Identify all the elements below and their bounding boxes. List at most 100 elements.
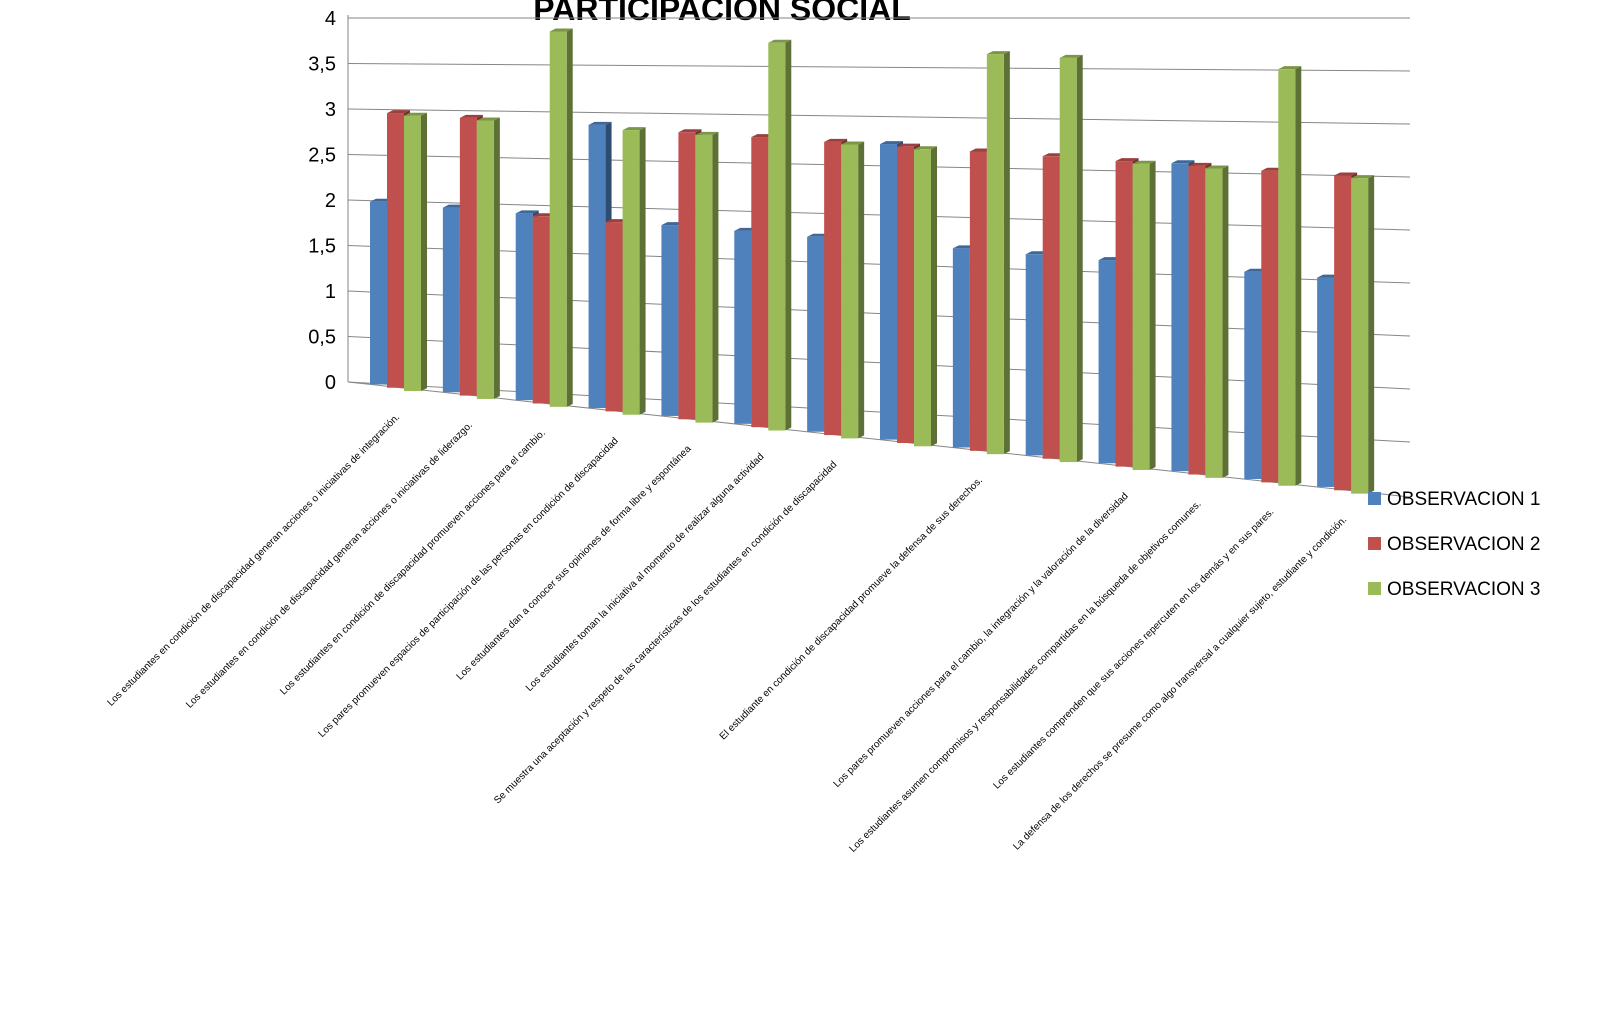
bar	[1115, 161, 1133, 467]
bar-top	[549, 28, 573, 32]
bar-side	[1076, 54, 1083, 463]
bar	[442, 207, 460, 393]
bar	[986, 54, 1004, 455]
bar-top	[695, 131, 719, 135]
bar	[952, 248, 970, 448]
bar	[532, 216, 550, 404]
bar-top	[1205, 165, 1229, 169]
bar-top	[824, 138, 848, 142]
x-tick-label: Los estudiantes en condición de discapac…	[105, 412, 402, 709]
bar	[695, 134, 713, 423]
bar	[1098, 260, 1116, 464]
bar	[1317, 277, 1335, 487]
bar-top	[1059, 54, 1083, 58]
x-tick-label: Los pares promueven acciones para el cam…	[832, 491, 1131, 790]
bar	[549, 31, 567, 407]
x-tick-label: El estudiante en condición de discapacid…	[718, 475, 985, 742]
bar-3d	[476, 117, 500, 399]
bar-side	[712, 131, 719, 423]
bar-side	[1368, 175, 1375, 494]
legend-label: OBSERVACION 2	[1387, 534, 1540, 555]
bar-top	[1351, 175, 1375, 179]
y-tick-label: 1	[325, 281, 336, 303]
bar-3d	[768, 39, 792, 431]
bar	[1334, 175, 1352, 491]
bar-side	[785, 39, 792, 431]
bar-top	[880, 141, 903, 145]
bar-3d	[914, 146, 937, 447]
bar-side	[858, 141, 865, 439]
bar-top	[1171, 160, 1195, 164]
bar	[751, 137, 769, 428]
bar	[969, 151, 987, 451]
bar-3d	[1278, 66, 1302, 486]
floor-edge	[347, 381, 1411, 498]
legend-swatch	[1368, 492, 1381, 505]
bar	[807, 236, 825, 432]
grid-line	[347, 108, 1411, 125]
bar-top	[588, 121, 612, 125]
y-tick-label: 1,5	[308, 236, 336, 258]
bar	[370, 201, 387, 385]
bar	[459, 117, 477, 396]
bar	[841, 144, 859, 439]
y-tick-label: 4	[325, 8, 336, 30]
bar-3d	[841, 141, 865, 439]
bar	[1205, 168, 1223, 478]
bar	[914, 149, 931, 447]
bar-side	[1003, 51, 1010, 455]
bar-top	[914, 146, 937, 150]
bar-side	[421, 112, 427, 392]
bar-top	[986, 51, 1010, 55]
bar-top	[841, 141, 865, 145]
bar-top	[1278, 66, 1302, 70]
bar-side	[931, 146, 937, 447]
bar	[734, 230, 752, 424]
bar	[661, 225, 679, 416]
bar	[1278, 69, 1296, 486]
bar-3d	[404, 112, 427, 392]
bar	[588, 124, 606, 409]
bar-top	[897, 143, 920, 147]
bar-side	[639, 127, 646, 415]
y-tick-label: 2	[325, 190, 336, 212]
bar	[404, 115, 421, 392]
bar-3d	[1132, 160, 1156, 470]
bar-3d	[986, 51, 1010, 455]
bar	[1244, 271, 1262, 480]
bar-top	[1188, 162, 1212, 166]
bar-top	[1132, 160, 1156, 164]
bar	[824, 141, 842, 436]
bar-top	[1115, 158, 1139, 162]
bar	[1171, 163, 1189, 472]
bar	[622, 130, 640, 415]
bar-3d	[1351, 175, 1375, 494]
bar-3d	[1059, 54, 1083, 463]
bar-top	[404, 112, 427, 116]
bar	[1261, 170, 1279, 483]
grid-line	[347, 154, 1411, 178]
bar-side	[1295, 66, 1302, 486]
bar-top	[1334, 172, 1358, 176]
bar	[897, 146, 914, 443]
y-tick-label: 0,5	[308, 327, 336, 349]
bar	[476, 120, 494, 399]
grid-line	[347, 199, 1411, 231]
bar-top	[459, 114, 483, 118]
bar-side	[1222, 165, 1229, 478]
y-tick-label: 3,5	[308, 54, 336, 76]
bar	[1042, 156, 1060, 459]
bar	[1132, 163, 1150, 470]
bar-3d	[1205, 165, 1229, 478]
bar-top	[622, 127, 646, 131]
bar-side	[493, 117, 500, 399]
bar-top	[476, 117, 500, 121]
y-tick-label: 0	[325, 372, 336, 394]
x-tick-label: Los estudiantes en condición de discapac…	[278, 428, 548, 698]
bar	[515, 213, 533, 401]
bar	[678, 132, 696, 420]
bar-side	[1149, 160, 1156, 470]
bar	[387, 113, 404, 388]
y-tick-label: 3	[325, 99, 336, 121]
